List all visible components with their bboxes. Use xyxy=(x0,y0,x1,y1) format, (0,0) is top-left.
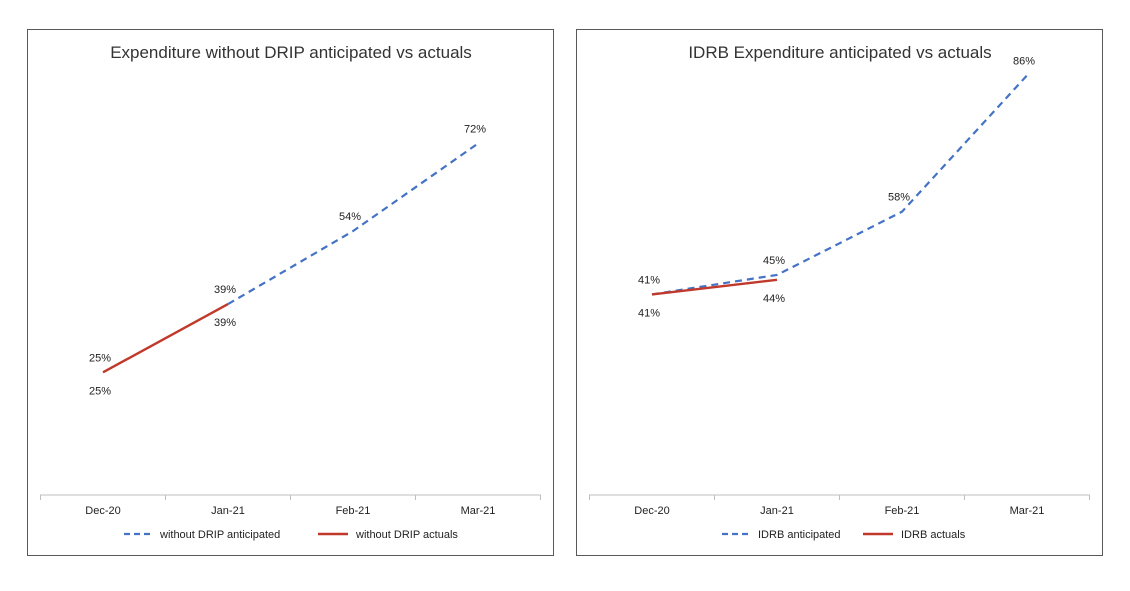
series-line-actuals xyxy=(102,303,229,374)
series-line-actuals xyxy=(651,278,778,296)
x-tick-label-mar-21: Mar-21 xyxy=(1010,505,1045,517)
x-tick-label-feb-21: Feb-21 xyxy=(336,505,371,517)
data-label-anticipated: 25% xyxy=(89,352,111,364)
x-tick-label-jan-21: Jan-21 xyxy=(211,505,245,517)
legend-label-actuals: IDRB actuals xyxy=(901,529,966,541)
x-tick-label-feb-21: Feb-21 xyxy=(885,505,920,517)
data-label-actual: 41% xyxy=(638,307,660,319)
x-tick-label-dec-20: Dec-20 xyxy=(634,505,669,517)
chart-title: IDRB Expenditure anticipated vs actuals xyxy=(688,43,991,62)
series-line-anticipated xyxy=(651,74,1028,296)
data-label-actual: 39% xyxy=(214,317,236,329)
data-label-actual: 44% xyxy=(763,293,785,305)
chart-title: Expenditure without DRIP anticipated vs … xyxy=(110,43,472,62)
legend-label-anticipated: without DRIP anticipated xyxy=(159,529,280,541)
x-tick-label-dec-20: Dec-20 xyxy=(85,505,120,517)
x-tick-label-jan-21: Jan-21 xyxy=(760,505,794,517)
x-tick-label-mar-21: Mar-21 xyxy=(461,505,496,517)
data-label-anticipated: 41% xyxy=(638,274,660,286)
chart-panel-idrb: IDRB Expenditure anticipated vs actuals D… xyxy=(576,29,1103,556)
data-label-anticipated: 58% xyxy=(888,192,910,204)
data-label-anticipated: 72% xyxy=(464,124,486,136)
data-label-anticipated: 54% xyxy=(339,211,361,223)
data-label-anticipated: 86% xyxy=(1013,55,1035,67)
chart-panel-without-drip: Expenditure without DRIP anticipated vs … xyxy=(27,29,554,556)
data-label-actual: 25% xyxy=(89,385,111,397)
data-label-anticipated: 45% xyxy=(763,255,785,267)
legend-label-actuals: without DRIP actuals xyxy=(355,529,458,541)
data-label-anticipated: 39% xyxy=(214,284,236,296)
legend-label-anticipated: IDRB anticipated xyxy=(758,529,841,541)
chart-idrb: IDRB Expenditure anticipated vs actuals D… xyxy=(589,43,1090,541)
chart-without-drip: Expenditure without DRIP anticipated vs … xyxy=(40,43,541,541)
series-line-anticipated xyxy=(227,142,479,306)
